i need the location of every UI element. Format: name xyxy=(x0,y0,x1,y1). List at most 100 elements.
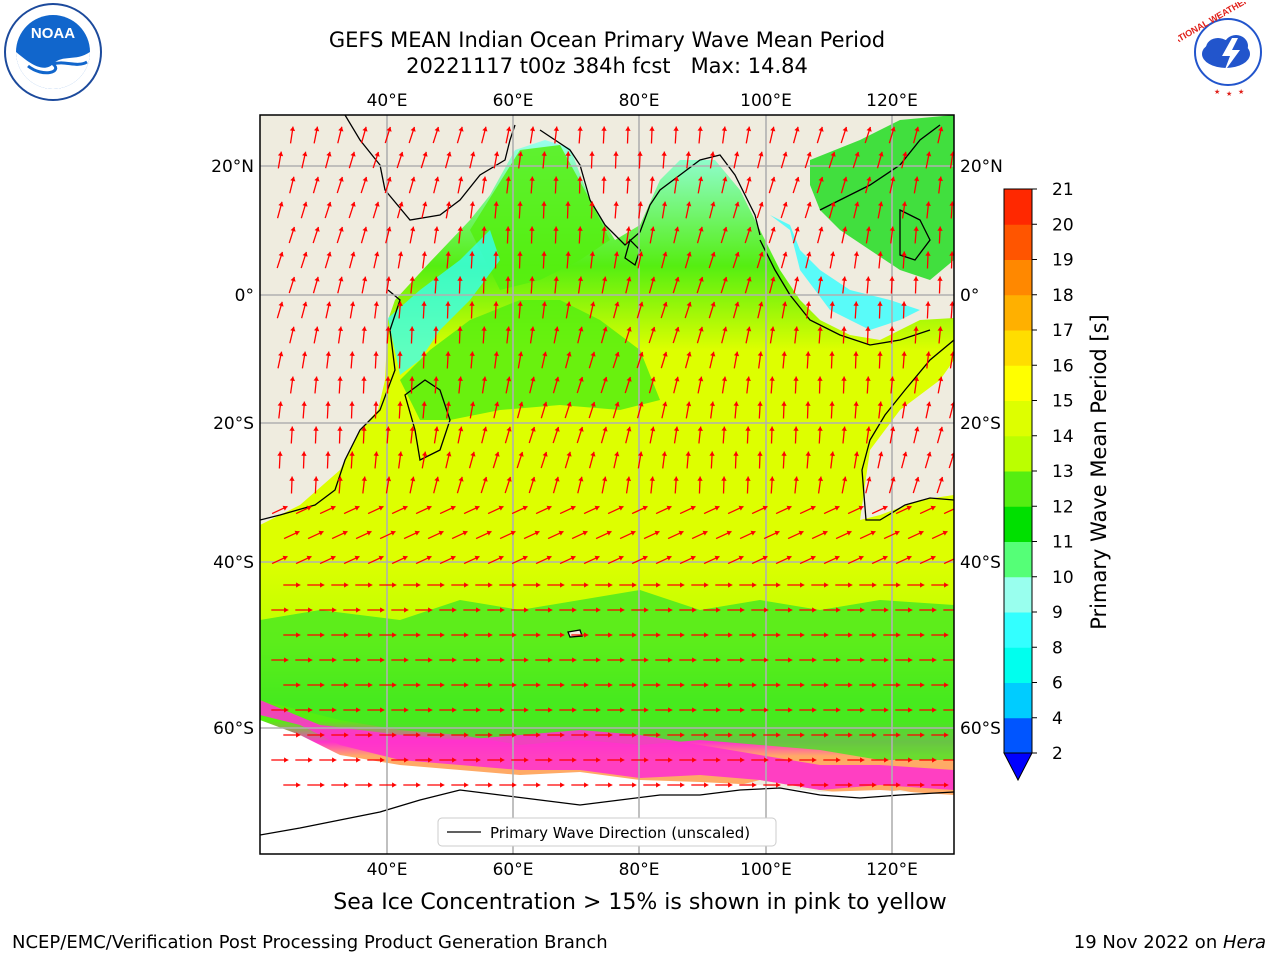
wave-arrow-head xyxy=(278,301,284,307)
wave-arrow-head xyxy=(590,301,596,307)
wave-arrow-head xyxy=(294,530,300,536)
wave-arrow-head xyxy=(848,732,853,738)
wave-arrow-head xyxy=(392,582,397,588)
wave-arrow-head xyxy=(686,351,692,357)
wave-arrow-head xyxy=(386,176,392,182)
wave-arrow-head xyxy=(614,401,620,407)
wave-arrow-head xyxy=(398,151,404,157)
wave-arrow-head xyxy=(848,632,853,638)
wave-arrow-head xyxy=(450,555,456,561)
wave-arrow-head xyxy=(440,682,445,688)
wave-arrow-head xyxy=(702,530,708,536)
wave-arrow-head xyxy=(728,632,733,638)
wave-arrow-head xyxy=(601,126,607,131)
wave-arrow-head xyxy=(896,632,901,638)
wave-arrow-head xyxy=(506,126,512,132)
wave-arrow-head xyxy=(541,151,547,156)
wave-arrow-head xyxy=(661,451,667,457)
wave-arrow-head xyxy=(697,426,703,432)
wave-arrow-head xyxy=(770,176,776,182)
wave-arrow-head xyxy=(637,201,643,207)
wave-arrow-head xyxy=(320,582,325,588)
wave-arrow-head xyxy=(337,476,343,481)
wave-arrow-head xyxy=(788,657,793,663)
wave-arrow-head xyxy=(320,732,325,738)
wave-arrow-head xyxy=(560,782,565,788)
wave-arrow-head xyxy=(350,201,356,207)
wave-arrow-head xyxy=(313,326,320,332)
wave-arrow-head xyxy=(800,732,805,738)
colorbar-tick-label: 10 xyxy=(1052,568,1074,588)
wave-arrow-head xyxy=(548,607,553,613)
colorbar-tick-label: 15 xyxy=(1052,392,1074,412)
wave-arrow-head xyxy=(926,401,932,407)
wave-arrow-head xyxy=(517,201,523,206)
wave-arrow-head xyxy=(314,276,320,282)
wave-arrow-head xyxy=(721,376,728,382)
wave-arrow-head xyxy=(842,126,848,132)
wave-arrow-head xyxy=(692,757,697,763)
wave-arrow-head xyxy=(469,201,476,207)
green-band-arabian xyxy=(470,145,610,290)
wave-arrow-head xyxy=(320,782,325,788)
lon-tick-bottom: 40°E xyxy=(367,860,408,880)
wave-arrow-head xyxy=(397,351,403,356)
wave-arrow-head xyxy=(344,682,349,688)
wave-arrow-head xyxy=(781,351,787,356)
wave-arrow-head xyxy=(925,301,931,306)
lat-tick-right: 20°S xyxy=(960,414,1001,434)
wave-arrow-head xyxy=(296,582,301,588)
wave-arrow-head xyxy=(770,226,776,232)
wave-arrow-head xyxy=(961,177,966,181)
wave-arrow-head xyxy=(913,176,920,182)
wave-arrow-head xyxy=(500,607,505,613)
wave-arrow-head xyxy=(584,732,589,738)
wave-arrow-head xyxy=(385,376,391,381)
wave-arrow-head xyxy=(920,632,925,638)
wave-arrow-head xyxy=(764,707,769,713)
wave-arrow-head xyxy=(817,326,823,331)
wave-arrow-head xyxy=(956,607,960,612)
wave-arrow-head xyxy=(824,782,829,788)
wave-arrow-head xyxy=(841,376,847,381)
wave-arrow-head xyxy=(278,351,284,357)
colorbar-label: Primary Wave Mean Period [s] xyxy=(1087,314,1111,630)
wave-arrow-head xyxy=(446,151,452,157)
wave-arrow-head xyxy=(674,276,680,282)
wave-arrow-head xyxy=(830,201,836,207)
wave-arrow-head xyxy=(794,176,800,182)
wave-arrow-head xyxy=(433,276,439,281)
wave-arrow-head xyxy=(505,326,511,332)
wave-arrow-head xyxy=(500,707,505,713)
wave-arrow-head xyxy=(608,732,613,738)
wave-arrow-head xyxy=(817,276,824,282)
wave-arrow-head xyxy=(632,682,637,688)
colorbar-tick-label: 8 xyxy=(1052,638,1063,658)
wave-arrow-head xyxy=(422,201,428,207)
wave-arrow-head xyxy=(290,226,296,232)
colorbar-segment xyxy=(1004,506,1032,542)
wave-arrow-head xyxy=(757,451,763,456)
wave-arrow-head xyxy=(541,201,547,206)
wave-arrow-head xyxy=(889,376,895,381)
wave-arrow-head xyxy=(794,276,800,282)
wave-arrow-head xyxy=(644,707,649,713)
wave-arrow-head xyxy=(920,682,925,688)
wave-arrow-head xyxy=(308,757,313,763)
wave-arrow-head xyxy=(860,757,865,763)
wave-arrow-head xyxy=(524,707,529,713)
wave-arrow-head xyxy=(572,657,577,663)
wave-arrow-head xyxy=(565,151,571,156)
wave-arrow-head xyxy=(344,632,349,638)
wave-arrow-head xyxy=(522,555,528,561)
wave-arrow-head xyxy=(650,276,656,282)
wave-arrow-head xyxy=(882,505,888,511)
wave-arrow-head xyxy=(337,426,343,431)
footer-branch: NCEP/EMC/Verification Post Processing Pr… xyxy=(12,932,608,953)
wave-arrow-head xyxy=(758,151,764,157)
wave-arrow-head xyxy=(786,505,792,511)
wave-arrow-head xyxy=(392,682,397,688)
wave-arrow-head xyxy=(884,607,889,613)
wave-arrow-head xyxy=(625,476,632,482)
wave-arrow-head xyxy=(314,126,320,132)
